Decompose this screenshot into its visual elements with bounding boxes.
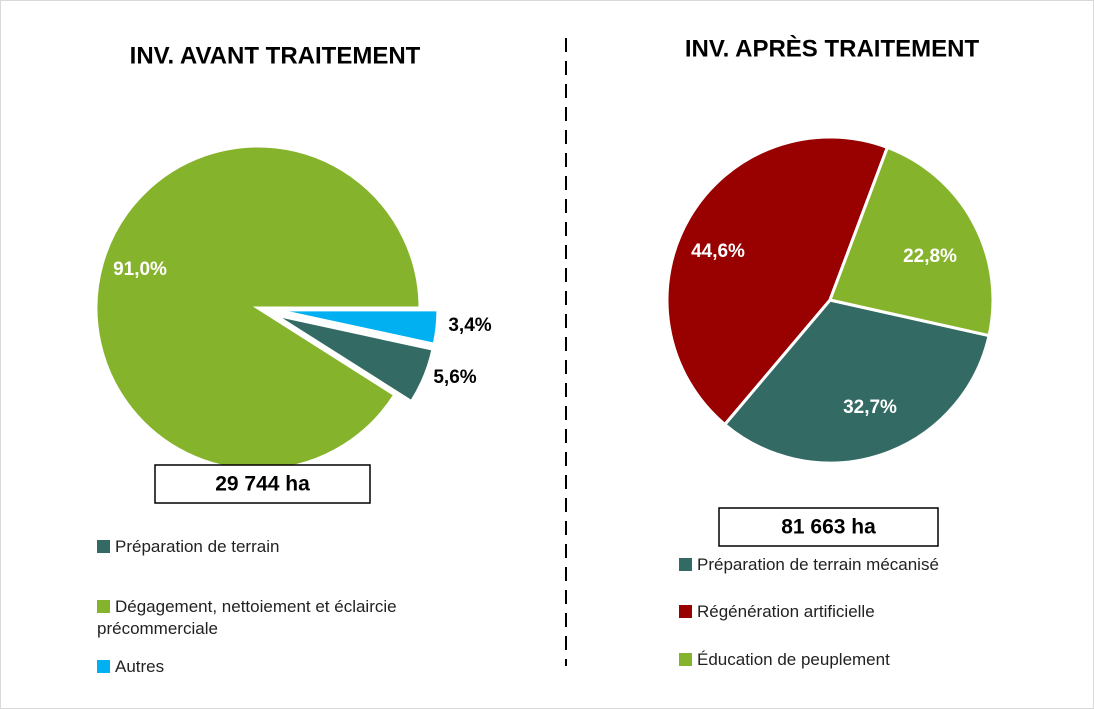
legend-item: Autres: [97, 656, 517, 678]
data-label: 44,6%: [691, 241, 745, 262]
legend-label: Préparation de terrain mécanisé: [697, 555, 939, 574]
legend-swatch: [679, 558, 692, 571]
total-box: [718, 507, 939, 547]
pie-slice: [275, 308, 440, 347]
pie-slice: [273, 313, 435, 404]
legend-item: Préparation de terrain mécanisé: [679, 554, 1079, 576]
legend-item: Éducation de peuplement: [679, 649, 1079, 671]
legend-swatch: [679, 653, 692, 666]
chart-title: INV. APRÈS TRAITEMENT: [685, 34, 980, 62]
legend: Préparation de terrain mécanisé Régénérat…: [679, 554, 1079, 694]
total-box: [154, 464, 371, 504]
legend-label: Préparation de terrain: [115, 537, 280, 556]
legend: Préparation de terrain Dégagement, nettoi…: [97, 536, 517, 676]
legend-item: Dégagement, nettoiement et éclaircie pré…: [97, 596, 517, 640]
data-label: 3,4%: [448, 315, 491, 336]
chart-title: INV. AVANT TRAITEMENT: [130, 42, 421, 69]
legend-swatch: [97, 660, 110, 673]
data-label: 32,7%: [843, 397, 897, 418]
legend-label: Dégagement, nettoiement et éclaircie pré…: [97, 597, 397, 638]
data-label: 22,8%: [903, 246, 957, 267]
legend-swatch: [97, 540, 110, 553]
pie-slice: [827, 145, 995, 338]
legend-item: Préparation de terrain: [97, 536, 517, 558]
legend-label: Éducation de peuplement: [697, 650, 890, 669]
pie-slice: [722, 298, 991, 465]
pie-slice: [665, 135, 890, 427]
legend-swatch: [97, 600, 110, 613]
pie-slice: [94, 144, 422, 472]
legend-label: Autres: [115, 657, 165, 676]
data-label: 5,6%: [433, 367, 476, 388]
data-label: 91,0%: [113, 259, 167, 280]
legend-label: Régénération artificielle: [697, 602, 875, 621]
legend-swatch: [679, 605, 692, 618]
total-label: 81 663 ha: [781, 516, 876, 539]
total-label: 29 744 ha: [215, 473, 310, 496]
legend-item: Régénération artificielle: [679, 601, 1079, 623]
